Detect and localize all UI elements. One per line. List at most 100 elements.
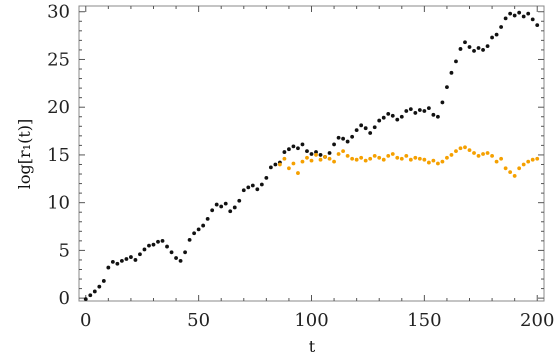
data-point-black: [196, 227, 201, 232]
axis-ticks: [79, 6, 544, 301]
data-point-black: [101, 279, 106, 283]
data-point-orange: [354, 157, 359, 162]
data-point-orange: [300, 159, 305, 164]
data-point-orange: [440, 159, 445, 164]
data-point-black: [354, 128, 359, 133]
data-point-black: [445, 85, 449, 90]
data-point-orange: [395, 155, 400, 160]
data-point-black: [350, 134, 355, 139]
data-point-orange: [277, 162, 282, 167]
data-point-black: [372, 125, 377, 130]
data-point-black: [309, 152, 314, 156]
data-point-black: [106, 265, 111, 270]
data-point-orange: [445, 155, 449, 160]
data-point-black: [88, 293, 93, 298]
data-point-black: [521, 14, 526, 19]
data-point-black: [377, 118, 382, 123]
data-point-black: [187, 237, 192, 242]
data-point-black: [83, 297, 88, 301]
data-point-black: [526, 11, 531, 16]
data-point-black: [481, 48, 485, 52]
y-tick-label: 15: [47, 145, 70, 166]
data-point-orange: [399, 156, 404, 161]
data-point-black: [359, 123, 364, 128]
data-point-orange: [512, 174, 517, 178]
data-point-orange: [377, 155, 382, 160]
data-point-black: [318, 153, 323, 157]
data-point-black: [124, 257, 129, 261]
data-point-black: [133, 258, 138, 262]
data-point-black: [192, 231, 197, 236]
data-point-black: [214, 202, 219, 207]
data-point-black: [291, 144, 296, 149]
data-point-black: [92, 289, 97, 294]
data-point-black: [404, 109, 409, 113]
data-point-black: [228, 209, 233, 214]
data-point-orange: [309, 158, 314, 163]
y-axis-label: log[r₁(t)]: [15, 119, 34, 189]
data-point-black: [476, 46, 481, 50]
data-point-black: [255, 187, 260, 192]
y-tick-label: 0: [59, 288, 70, 309]
data-point-black: [332, 142, 336, 147]
data-point-black: [494, 32, 499, 37]
data-points: [83, 10, 540, 301]
data-point-black: [219, 204, 224, 209]
data-point-orange: [417, 156, 422, 161]
data-point-orange: [363, 158, 368, 163]
data-point-black: [268, 165, 273, 170]
data-point-black: [327, 151, 332, 155]
data-point-black: [485, 44, 490, 48]
data-point-black: [250, 183, 255, 188]
data-point-orange: [476, 153, 481, 158]
data-point-black: [160, 238, 165, 243]
data-point-orange: [530, 157, 535, 162]
data-point-black: [422, 109, 427, 113]
data-point-orange: [314, 153, 318, 157]
data-point-orange: [305, 155, 309, 160]
x-tick-label: 50: [187, 310, 210, 331]
x-tick-label: 0: [80, 310, 91, 331]
data-point-orange: [413, 155, 418, 160]
data-point-orange: [381, 157, 386, 162]
data-point-black: [417, 108, 422, 112]
x-tick-label: 200: [520, 310, 554, 331]
data-point-black: [287, 147, 291, 152]
data-point-orange: [431, 158, 436, 163]
data-point-orange: [291, 161, 296, 166]
data-point-black: [467, 45, 472, 49]
data-point-black: [232, 205, 237, 210]
data-point-orange: [517, 166, 522, 171]
data-point-orange: [481, 152, 485, 156]
data-point-orange: [359, 155, 364, 160]
data-point-black: [503, 16, 508, 21]
data-point-black: [138, 252, 142, 257]
data-point-orange: [323, 154, 327, 159]
data-point-black: [381, 115, 386, 120]
data-point-black: [223, 201, 228, 206]
data-point-black: [458, 47, 463, 51]
data-point-black: [165, 244, 169, 249]
data-point-black: [341, 136, 346, 141]
data-point-orange: [408, 157, 413, 162]
data-point-orange: [426, 160, 431, 165]
data-point-black: [110, 259, 115, 264]
data-point-black: [237, 198, 242, 203]
data-point-black: [264, 175, 269, 180]
y-tick-label: 20: [47, 97, 70, 118]
data-point-orange: [350, 156, 355, 161]
data-point-black: [147, 243, 151, 248]
data-point-orange: [296, 171, 300, 175]
data-point-black: [508, 11, 513, 16]
data-point-black: [273, 162, 278, 167]
data-point-orange: [508, 170, 513, 175]
data-point-black: [129, 255, 133, 259]
data-point-black: [530, 17, 535, 22]
x-tick-label: 100: [294, 310, 328, 331]
data-point-orange: [503, 166, 508, 171]
data-point-black: [97, 284, 102, 289]
data-point-orange: [336, 152, 341, 156]
data-point-black: [151, 242, 156, 247]
data-point-black: [431, 112, 436, 117]
